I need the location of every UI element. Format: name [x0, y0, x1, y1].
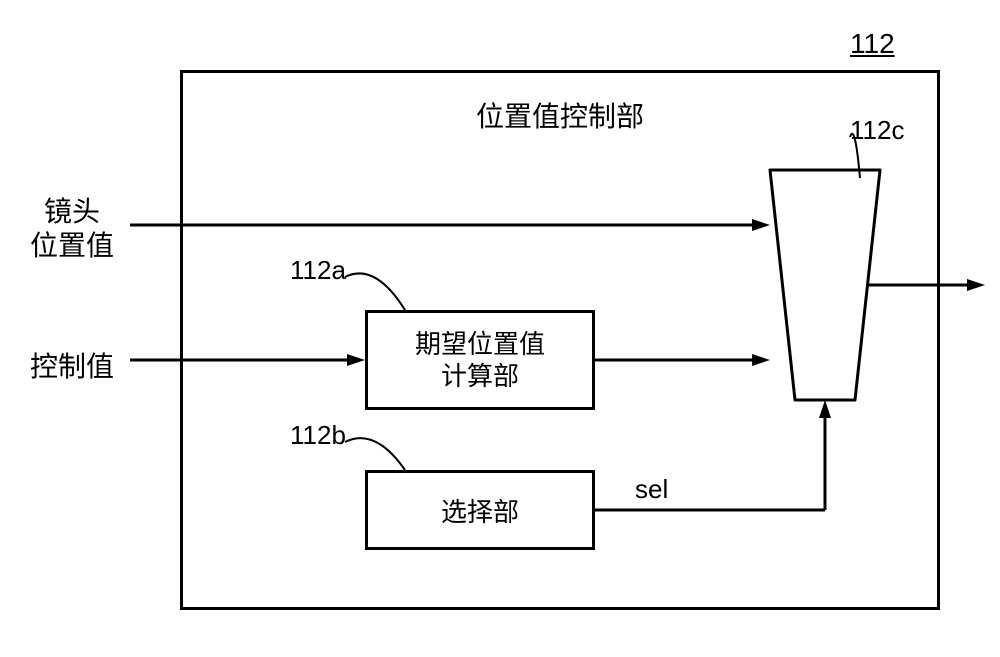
block-selector: 选择部 — [365, 470, 595, 550]
outer-box-title: 位置值控制部 — [476, 95, 644, 135]
input-label-lens-position: 镜头 位置值 — [30, 195, 114, 262]
input-label-lens-line1: 镜头 — [30, 195, 114, 229]
mux-input-1-label: 1 — [788, 342, 805, 376]
reference-112b: 112b — [290, 420, 346, 451]
reference-112: 112 — [850, 28, 895, 60]
reference-112a: 112a — [290, 255, 346, 286]
diagram-canvas: 112 位置值控制部 镜头 位置值 控制值 期望位置值 计算部 选择部 sel … — [0, 0, 1000, 657]
mux-input-0-label: 0 — [788, 207, 805, 241]
signal-label-sel: sel — [635, 474, 668, 505]
reference-112c: 112c — [850, 115, 904, 146]
block-expected-position-calc: 期望位置值 计算部 — [365, 310, 595, 410]
input-label-lens-line2: 位置值 — [30, 229, 114, 263]
block-calc-line1: 期望位置值 — [415, 328, 545, 361]
input-label-control-value: 控制值 — [30, 345, 114, 385]
block-calc-line2: 计算部 — [441, 360, 519, 393]
